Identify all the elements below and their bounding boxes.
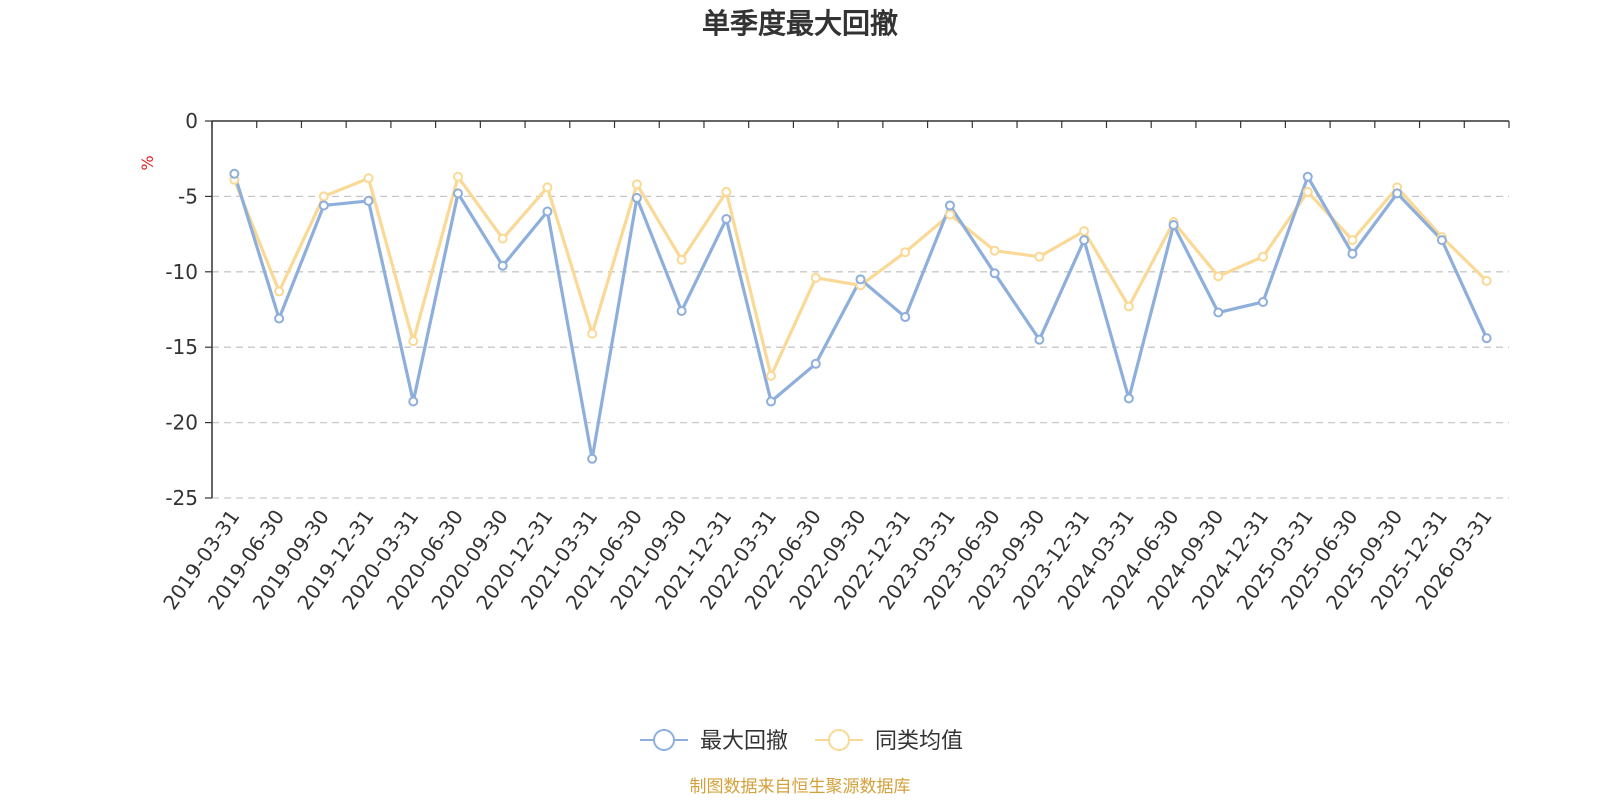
data-point[interactable] xyxy=(1347,235,1358,246)
data-point[interactable] xyxy=(631,179,642,190)
legend-label: 最大回撤 xyxy=(700,729,788,754)
legend-marker xyxy=(828,729,850,751)
data-point[interactable] xyxy=(1213,307,1224,318)
data-point[interactable] xyxy=(766,370,777,381)
data-point[interactable] xyxy=(274,313,285,324)
data-point[interactable] xyxy=(587,328,598,339)
data-point[interactable] xyxy=(1302,186,1313,197)
data-point[interactable] xyxy=(542,206,553,217)
y-tick-label: 0 xyxy=(185,109,198,133)
data-point[interactable] xyxy=(989,245,1000,256)
source-note: 制图数据来自恒生聚源数据库 xyxy=(690,777,911,797)
data-point[interactable] xyxy=(229,168,240,179)
data-point[interactable] xyxy=(900,247,911,258)
data-point[interactable] xyxy=(542,182,553,193)
data-point[interactable] xyxy=(318,191,329,202)
y-tick-label: -15 xyxy=(165,335,198,359)
legend-label: 同类均值 xyxy=(875,729,963,754)
data-point[interactable] xyxy=(944,200,955,211)
data-point[interactable] xyxy=(900,312,911,323)
data-point[interactable] xyxy=(1481,333,1492,344)
data-point[interactable] xyxy=(1258,296,1269,307)
data-point[interactable] xyxy=(944,209,955,220)
data-point[interactable] xyxy=(1302,171,1313,182)
data-point[interactable] xyxy=(676,254,687,265)
data-point[interactable] xyxy=(721,186,732,197)
data-point[interactable] xyxy=(408,396,419,407)
data-point[interactable] xyxy=(1347,248,1358,259)
data-point[interactable] xyxy=(631,192,642,203)
data-point[interactable] xyxy=(855,274,866,285)
y-tick-label: -20 xyxy=(165,411,198,435)
grid xyxy=(212,195,1509,499)
legend-marker xyxy=(653,729,675,751)
data-point[interactable] xyxy=(1436,235,1447,246)
data-point[interactable] xyxy=(1123,393,1134,404)
data-point[interactable] xyxy=(363,173,374,184)
data-point[interactable] xyxy=(363,195,374,206)
data-point[interactable] xyxy=(721,214,732,225)
data-point[interactable] xyxy=(989,268,1000,279)
data-point[interactable] xyxy=(587,453,598,464)
data-point[interactable] xyxy=(1034,251,1045,262)
data-point[interactable] xyxy=(1258,251,1269,262)
y-tick-label: -10 xyxy=(165,260,198,284)
y-tick-label: -25 xyxy=(165,486,198,510)
legend-item-0[interactable]: 最大回撤 xyxy=(640,729,788,754)
data-point[interactable] xyxy=(1213,271,1224,282)
data-point[interactable] xyxy=(810,358,821,369)
data-point[interactable] xyxy=(452,188,463,199)
data-point[interactable] xyxy=(497,233,508,244)
data-point[interactable] xyxy=(766,396,777,407)
data-point[interactable] xyxy=(1392,188,1403,199)
data-point[interactable] xyxy=(1079,235,1090,246)
data-point[interactable] xyxy=(676,306,687,317)
data-point[interactable] xyxy=(452,171,463,182)
data-point[interactable] xyxy=(497,260,508,271)
legend[interactable]: 最大回撤 同类均值 xyxy=(640,729,963,754)
series-line-0 xyxy=(232,173,1489,461)
data-point[interactable] xyxy=(318,200,329,211)
chart-title: 单季度最大回撤 xyxy=(702,7,898,40)
y-axis-unit-label: % xyxy=(138,155,157,170)
legend-item-1[interactable]: 同类均值 xyxy=(815,729,963,754)
data-point[interactable] xyxy=(1034,334,1045,345)
data-point[interactable] xyxy=(408,336,419,347)
data-point[interactable] xyxy=(1168,220,1179,231)
data-point[interactable] xyxy=(1123,301,1134,312)
data-point[interactable] xyxy=(1481,275,1492,286)
data-point[interactable] xyxy=(274,286,285,297)
series xyxy=(229,168,1492,464)
data-point[interactable] xyxy=(810,272,821,283)
y-tick-label: -5 xyxy=(178,184,198,208)
data-point[interactable] xyxy=(1079,226,1090,237)
